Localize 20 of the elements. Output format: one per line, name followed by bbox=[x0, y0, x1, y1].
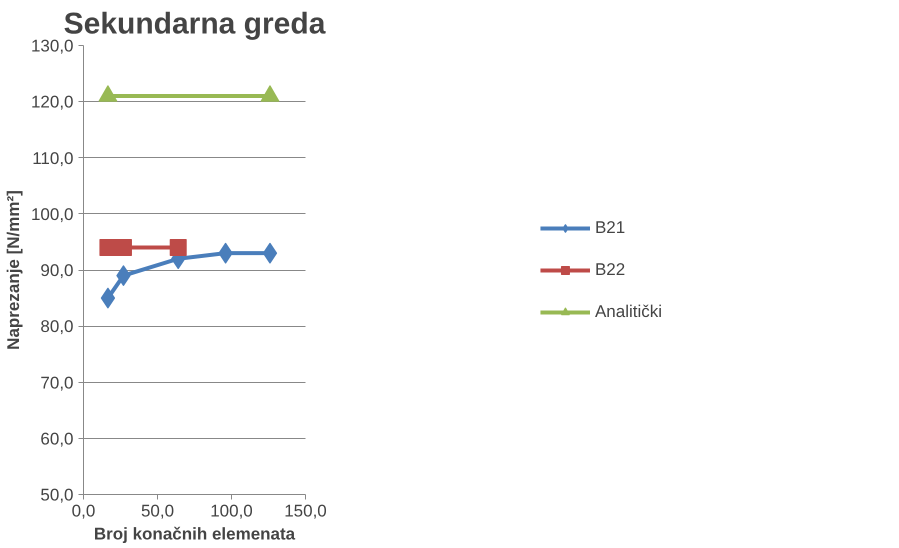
y-axis-title: Naprezanje [N/mm²] bbox=[4, 190, 23, 350]
x-tick-label: 50,0 bbox=[140, 502, 174, 520]
point bbox=[114, 239, 132, 256]
y-tick-label: 120,0 bbox=[30, 92, 74, 112]
legend-label: B22 bbox=[594, 260, 626, 280]
y-tick-label: 70,0 bbox=[40, 373, 74, 392]
x-tick-label: 0,0 bbox=[72, 502, 96, 520]
y-tick-label: 90,0 bbox=[40, 261, 74, 280]
legend-label: B21 bbox=[594, 218, 626, 238]
legend-label: Analitički bbox=[594, 302, 662, 322]
y-tick-label: 100,0 bbox=[30, 204, 74, 224]
y-tick-label: 60,0 bbox=[40, 429, 74, 448]
x-tick-label: 100,0 bbox=[210, 502, 253, 520]
y-tick-label: 80,0 bbox=[40, 317, 74, 336]
y-tick-label: 50,0 bbox=[40, 486, 74, 504]
x-axis-title: Broj konačnih elemenata bbox=[94, 524, 296, 544]
point bbox=[170, 239, 187, 256]
x-tick-label: 150,0 bbox=[284, 502, 327, 520]
point bbox=[99, 239, 116, 256]
y-tick-label: 110,0 bbox=[32, 148, 74, 168]
